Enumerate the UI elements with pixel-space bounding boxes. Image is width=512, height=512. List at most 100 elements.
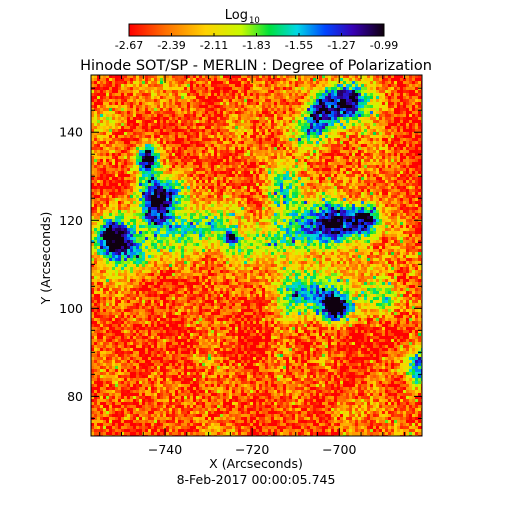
colorbar-cell	[380, 24, 382, 36]
y-tick-label: 120	[59, 213, 83, 228]
colorbar-cell	[316, 24, 318, 36]
x-tick-label: −740	[148, 442, 182, 457]
colorbar-cell	[198, 24, 200, 36]
colorbar-cell	[378, 24, 380, 36]
colorbar-cell	[159, 24, 161, 36]
colorbar-cell	[204, 24, 206, 36]
colorbar-cell	[331, 24, 333, 36]
colorbar-cell	[270, 24, 272, 36]
colorbar-cell	[341, 24, 343, 36]
colorbar-cell	[255, 24, 257, 36]
colorbar-cell	[243, 24, 245, 36]
colorbar-ticks: -2.67 -2.39 -2.11 -1.83 -1.55 -1.27 -0.99	[115, 33, 398, 52]
date-label: 8-Feb-2017 00:00:05.745	[177, 472, 336, 487]
colorbar-cell	[346, 24, 348, 36]
colorbar-cell	[368, 24, 370, 36]
colorbar-cell	[152, 24, 154, 36]
colorbar-title: Log	[225, 8, 248, 23]
colorbar-cell	[282, 24, 284, 36]
colorbar-cell	[323, 24, 325, 36]
colorbar-cell	[205, 24, 207, 36]
colorbar-cell	[260, 24, 262, 36]
colorbar-cell	[264, 24, 266, 36]
colorbar-cell	[265, 24, 267, 36]
colorbar-cell	[286, 24, 288, 36]
colorbar-cell	[217, 24, 219, 36]
colorbar-cell	[367, 24, 369, 36]
colorbar-cell	[268, 24, 270, 36]
colorbar-cell	[150, 24, 152, 36]
colorbar-cell	[238, 24, 240, 36]
colorbar-cell	[250, 24, 252, 36]
colorbar-cell	[201, 24, 203, 36]
colorbar-cell	[178, 24, 180, 36]
colorbar-cell	[320, 24, 322, 36]
colorbar-cell	[269, 24, 271, 36]
colorbar-cell	[155, 24, 157, 36]
colorbar-cell	[199, 24, 201, 36]
colorbar-cell	[224, 24, 226, 36]
colorbar-cell	[183, 24, 185, 36]
colorbar-cell	[200, 24, 202, 36]
axis-ticks: −740 −720 −700 80 100 120 140	[59, 75, 422, 457]
colorbar-cell	[172, 24, 174, 36]
colorbar-cell	[258, 24, 260, 36]
colorbar-cell	[370, 24, 372, 36]
colorbar-cell	[292, 24, 294, 36]
colorbar-cell	[373, 24, 375, 36]
colorbar-cell	[362, 24, 364, 36]
colorbar-cell	[244, 24, 246, 36]
colorbar-cell	[214, 24, 216, 36]
y-tick-label: 140	[59, 125, 83, 140]
colorbar-cell	[256, 24, 258, 36]
colorbar-cell	[154, 24, 156, 36]
colorbar-cell	[312, 24, 314, 36]
colorbar-cell	[335, 24, 337, 36]
colorbar-cell	[220, 24, 222, 36]
colorbar-cell	[175, 24, 177, 36]
colorbar-cell	[347, 24, 349, 36]
colorbar-cell	[315, 24, 317, 36]
y-axis-label: Y (Arcseconds)	[38, 212, 53, 306]
colorbar-cell	[357, 24, 359, 36]
chart-title: Hinode SOT/SP - MERLIN : Degree of Polar…	[80, 58, 432, 74]
colorbar-cell	[325, 24, 327, 36]
colorbar-cell	[139, 24, 141, 36]
colorbar-cell	[180, 24, 182, 36]
colorbar-cell	[195, 24, 197, 36]
colorbar-cell	[228, 24, 230, 36]
colorbar-cell	[211, 24, 213, 36]
colorbar-cell	[235, 24, 237, 36]
colorbar-cell	[300, 24, 302, 36]
colorbar-cell	[145, 24, 147, 36]
colorbar-cell	[167, 24, 169, 36]
colorbar-cell	[194, 24, 196, 36]
colorbar-cell	[267, 24, 269, 36]
colorbar-cell	[324, 24, 326, 36]
colorbar-cell	[234, 24, 236, 36]
colorbar-cell	[262, 24, 264, 36]
colorbar-cell	[340, 24, 342, 36]
colorbar-cell	[236, 24, 238, 36]
colorbar-cell	[197, 24, 199, 36]
colorbar-cell	[379, 24, 381, 36]
colorbar-cell	[302, 24, 304, 36]
colorbar-cell	[303, 24, 305, 36]
colorbar-cell	[338, 24, 340, 36]
colorbar-cell	[304, 24, 306, 36]
colorbar-cell	[227, 24, 229, 36]
colorbar-tick-label: -2.39	[157, 39, 185, 52]
colorbar-cell	[149, 24, 151, 36]
colorbar-cell	[216, 24, 218, 36]
colorbar-cell	[164, 24, 166, 36]
colorbar-cell	[337, 24, 339, 36]
colorbar-cell	[308, 24, 310, 36]
colorbar-cell	[174, 24, 176, 36]
colorbar-cell	[215, 24, 217, 36]
colorbar-cell	[285, 24, 287, 36]
colorbar-cell	[261, 24, 263, 36]
colorbar-cell	[185, 24, 187, 36]
colorbar-cell	[146, 24, 148, 36]
